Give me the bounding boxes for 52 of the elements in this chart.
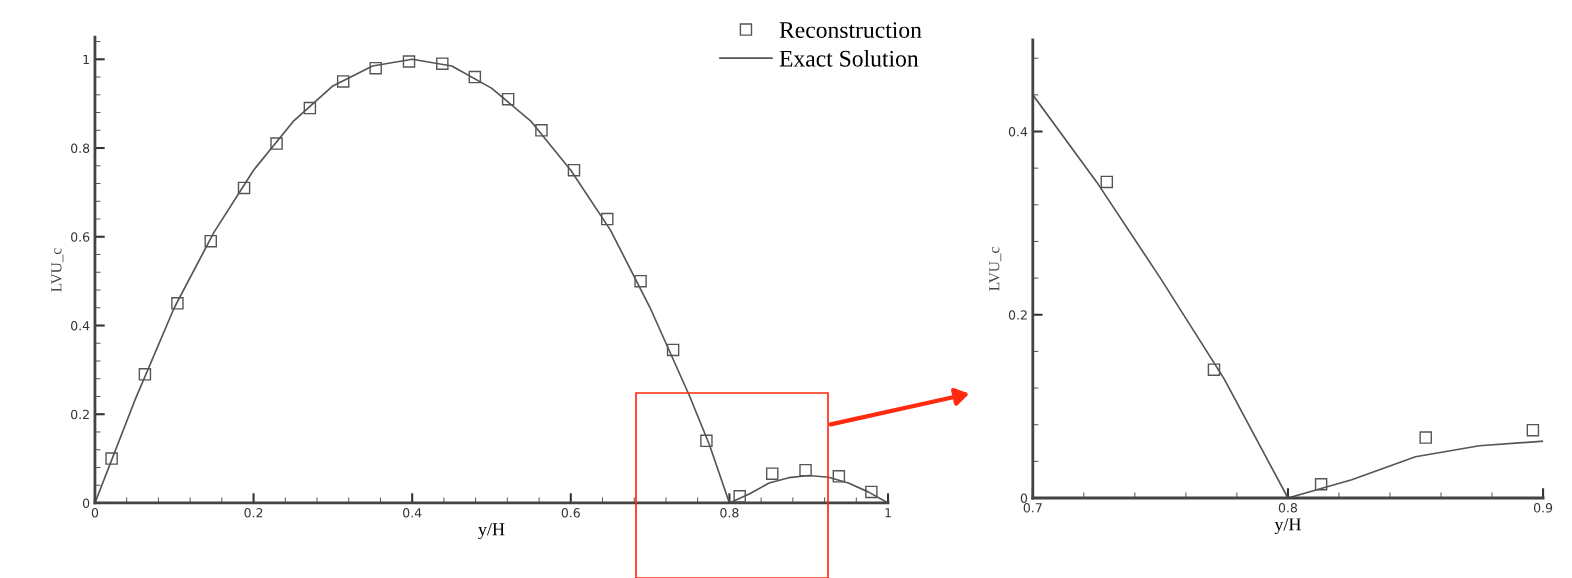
y-axis-title: LVU_c bbox=[989, 247, 1002, 291]
point bbox=[865, 485, 878, 499]
x-tick-label: 1 bbox=[885, 508, 891, 518]
point bbox=[105, 452, 118, 465]
x-tick-label: 0.6 bbox=[561, 508, 580, 518]
point bbox=[501, 92, 515, 106]
y-axis-title: LVU_c bbox=[51, 248, 64, 292]
point bbox=[601, 212, 614, 226]
point bbox=[336, 75, 350, 88]
point bbox=[1207, 363, 1221, 376]
x-tick-label: 0.4 bbox=[403, 508, 422, 518]
x-axis-title: y/H bbox=[1274, 518, 1301, 535]
point bbox=[369, 61, 382, 75]
point bbox=[171, 297, 184, 310]
point bbox=[468, 70, 482, 84]
point bbox=[535, 124, 548, 137]
point bbox=[204, 234, 217, 248]
y-tick-label: 0.4 bbox=[71, 320, 90, 331]
point bbox=[237, 181, 251, 195]
point bbox=[799, 463, 812, 477]
y-tick-label: 0.8 bbox=[71, 143, 90, 153]
x-tick-label: 0.2 bbox=[244, 508, 263, 518]
x-tick-label: 0.8 bbox=[1278, 503, 1298, 513]
point bbox=[270, 137, 283, 150]
point bbox=[666, 343, 680, 357]
y-tick-label: 0.2 bbox=[71, 409, 89, 420]
x-tick-label: 0.8 bbox=[720, 508, 739, 518]
point bbox=[303, 101, 317, 115]
y-tick-label: 0 bbox=[1020, 493, 1028, 503]
legend-label: Reconstruction bbox=[779, 22, 922, 39]
point bbox=[1100, 175, 1114, 189]
point bbox=[1419, 431, 1432, 444]
y-tick-label: 1 bbox=[83, 54, 89, 65]
x-tick-label: 0.7 bbox=[1023, 503, 1042, 513]
point bbox=[402, 55, 416, 68]
legend-label: Exact Solution bbox=[779, 50, 919, 67]
y-tick-label: 0.4 bbox=[1008, 126, 1028, 137]
point bbox=[700, 434, 713, 448]
x-tick-label: 0.9 bbox=[1533, 503, 1553, 513]
point bbox=[138, 368, 152, 381]
point bbox=[567, 163, 581, 177]
point bbox=[733, 490, 746, 503]
point bbox=[1526, 423, 1540, 437]
y-tick-label: 0.6 bbox=[71, 232, 90, 242]
point bbox=[634, 274, 647, 288]
x-axis-title: y/H bbox=[478, 523, 505, 540]
point bbox=[436, 57, 449, 70]
point bbox=[765, 467, 779, 480]
point bbox=[832, 470, 846, 483]
y-tick-label: 0.2 bbox=[1008, 310, 1027, 320]
x-tick-label: 0 bbox=[91, 508, 99, 518]
point bbox=[1314, 478, 1328, 491]
